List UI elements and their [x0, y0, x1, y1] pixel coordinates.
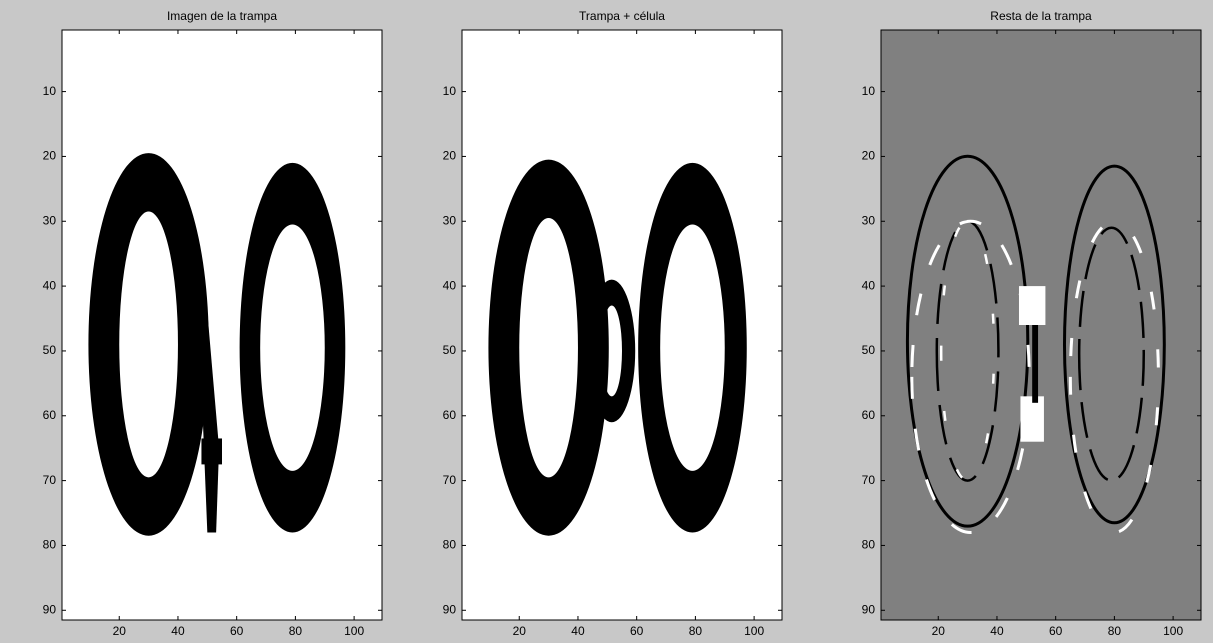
x-tick-label: 60: [630, 624, 644, 638]
x-tick-label: 100: [1163, 624, 1183, 638]
y-tick-label: 50: [443, 343, 457, 357]
y-tick-label: 90: [443, 602, 457, 616]
x-tick-label: 20: [113, 624, 127, 638]
y-tick-label: 40: [43, 278, 57, 292]
axes-title: Resta de la trampa: [990, 9, 1092, 23]
axes-title: Trampa + célula: [579, 9, 665, 23]
y-tick-label: 10: [443, 84, 457, 98]
axes: Imagen de la trampa 20 40 60 80 100 10 20 30 40 50…: [43, 9, 382, 638]
y-tick-label: 80: [43, 538, 57, 552]
x-tick-label: 100: [344, 624, 364, 638]
y-tick-label: 20: [862, 149, 876, 163]
y-tick-label: 80: [862, 538, 876, 552]
x-tick-label: 80: [1108, 624, 1122, 638]
y-tick-label: 70: [862, 473, 876, 487]
y-tick-label: 20: [43, 149, 57, 163]
x-tick-label: 40: [171, 624, 185, 638]
y-tick-label: 10: [43, 84, 57, 98]
blob: [1019, 286, 1045, 325]
y-tick-label: 10: [862, 84, 876, 98]
y-tick-label: 50: [43, 343, 57, 357]
y-tick-label: 90: [43, 602, 57, 616]
y-tick-label: 50: [862, 343, 876, 357]
y-tick-label: 60: [862, 408, 876, 422]
x-tick-label: 40: [571, 624, 585, 638]
y-tick-label: 80: [443, 538, 457, 552]
x-tick-label: 80: [289, 624, 303, 638]
y-tick-label: 90: [862, 602, 876, 616]
y-tick-label: 30: [443, 213, 457, 227]
y-tick-label: 60: [43, 408, 57, 422]
axes: Trampa + célula 20 40 60 80 100 10 20 30 40 50 60 70…: [443, 9, 782, 638]
y-tick-label: 40: [862, 278, 876, 292]
x-tick-label: 20: [513, 624, 527, 638]
axes-title: Imagen de la trampa: [167, 9, 277, 23]
axes: Resta de la trampa 20 40 60 80 100 10 20 30 40 50 6…: [862, 9, 1201, 638]
y-tick-label: 70: [43, 473, 57, 487]
figure: Imagen de la trampa 20 40 60 80 100 10 20 30 40 50…: [0, 0, 1213, 643]
y-tick-label: 60: [443, 408, 457, 422]
y-tick-label: 70: [443, 473, 457, 487]
y-tick-label: 20: [443, 149, 457, 163]
x-tick-label: 60: [230, 624, 244, 638]
x-tick-label: 60: [1049, 624, 1063, 638]
y-tick-label: 30: [43, 213, 57, 227]
x-tick-label: 40: [990, 624, 1004, 638]
x-tick-label: 100: [744, 624, 764, 638]
blob: [1032, 325, 1038, 403]
blob: [1020, 396, 1043, 441]
y-tick-label: 30: [862, 213, 876, 227]
y-tick-label: 40: [443, 278, 457, 292]
x-tick-label: 80: [689, 624, 703, 638]
x-tick-label: 20: [932, 624, 946, 638]
